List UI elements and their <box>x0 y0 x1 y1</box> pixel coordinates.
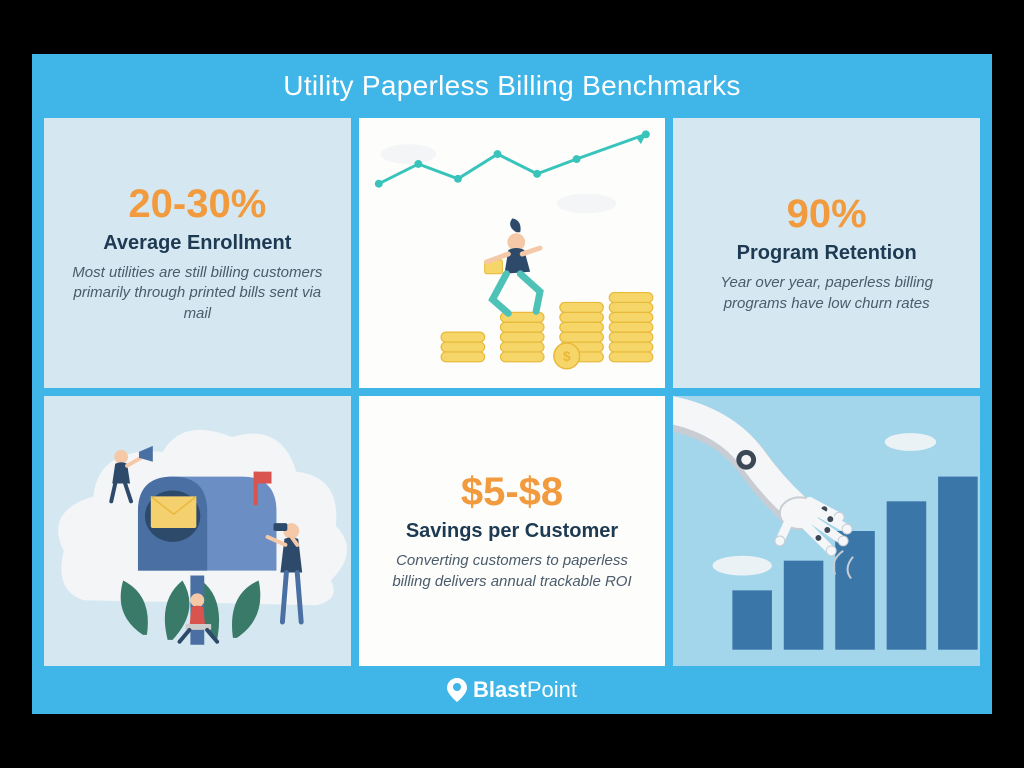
cell-mailbox-illustration <box>44 396 351 666</box>
robot-growth-icon <box>673 396 980 666</box>
enrollment-label: Average Enrollment <box>103 232 291 255</box>
svg-text:$: $ <box>563 348 571 364</box>
footer-bar: BlastPoint <box>32 666 992 714</box>
infographic-frame: Utility Paperless Billing Benchmarks 20-… <box>32 54 992 714</box>
retention-stat: 90% <box>787 192 867 236</box>
header-title: Utility Paperless Billing Benchmarks <box>283 70 740 102</box>
savings-desc: Converting customers to paperless billin… <box>382 551 642 592</box>
cell-retention: 90% Program Retention Year over year, pa… <box>673 118 980 388</box>
brand-suffix: Point <box>527 677 577 702</box>
brand-text: BlastPoint <box>473 677 577 703</box>
savings-stat: $5-$8 <box>461 470 563 514</box>
brand-logo: BlastPoint <box>447 677 577 703</box>
cell-coins-illustration: $ <box>359 118 666 388</box>
coins-growth-icon: $ <box>359 118 666 388</box>
retention-desc: Year over year, paperless billing progra… <box>697 273 957 314</box>
retention-label: Program Retention <box>737 242 917 265</box>
brand-prefix: Blast <box>473 677 527 702</box>
grid: 20-30% Average Enrollment Most utilities… <box>32 118 992 666</box>
enrollment-stat: 20-30% <box>128 182 266 226</box>
cell-enrollment: 20-30% Average Enrollment Most utilities… <box>44 118 351 388</box>
cell-robot-illustration <box>673 396 980 666</box>
enrollment-desc: Most utilities are still billing custome… <box>67 263 327 324</box>
brand-pin-icon <box>447 678 467 702</box>
savings-label: Savings per Customer <box>406 520 618 543</box>
mailbox-icon <box>44 396 351 666</box>
header-bar: Utility Paperless Billing Benchmarks <box>32 54 992 118</box>
cell-savings: $5-$8 Savings per Customer Converting cu… <box>359 396 666 666</box>
